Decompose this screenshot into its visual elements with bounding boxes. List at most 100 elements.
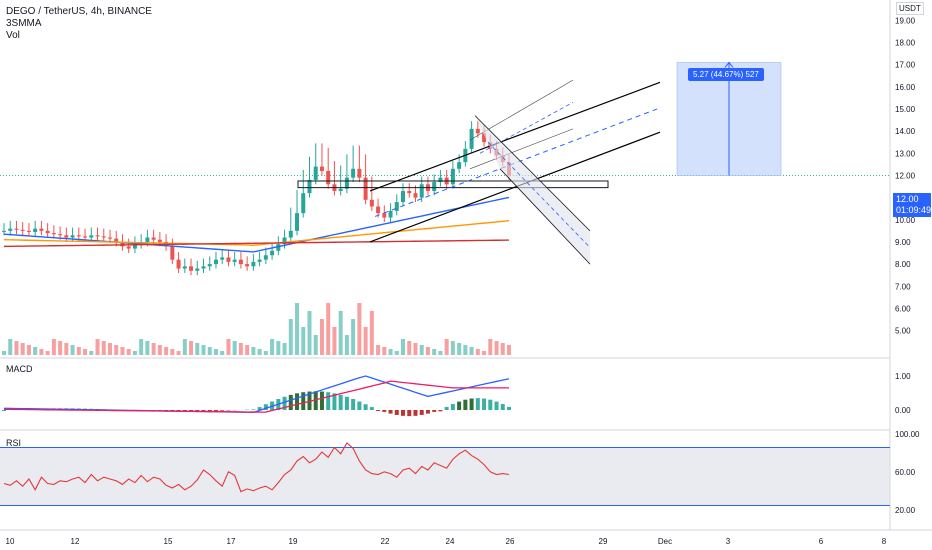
candle-body bbox=[413, 193, 418, 198]
candle-body bbox=[95, 235, 100, 237]
volume-bar bbox=[401, 339, 406, 355]
candle-body bbox=[457, 162, 462, 169]
volume-bar bbox=[132, 351, 137, 355]
descending-channel-bottom bbox=[499, 168, 591, 265]
macd-tick-label: 0.00 bbox=[895, 406, 911, 415]
indicator-3smma-label[interactable]: 3SMMA bbox=[6, 18, 42, 29]
macd-histogram-bar bbox=[363, 404, 368, 410]
volume-bar bbox=[157, 345, 162, 355]
volume-bar bbox=[295, 303, 300, 355]
volume-bar bbox=[207, 347, 212, 355]
macd-histogram-bar bbox=[213, 410, 218, 411]
candle-body bbox=[438, 177, 443, 183]
volume-bar bbox=[338, 311, 343, 355]
volume-bar bbox=[475, 349, 480, 355]
macd-histogram-bar bbox=[482, 398, 487, 410]
channel-lower bbox=[369, 131, 661, 243]
time-tick-label: 8 bbox=[882, 537, 887, 546]
candle-body bbox=[263, 255, 268, 260]
volume-bar bbox=[407, 341, 412, 355]
candle-body bbox=[351, 168, 356, 178]
candle-body bbox=[8, 228, 13, 231]
candle-body bbox=[213, 259, 218, 265]
macd-histogram-bar bbox=[494, 401, 499, 410]
volume-bar bbox=[326, 303, 331, 355]
macd-histogram-bar bbox=[425, 410, 430, 414]
candle-body bbox=[58, 234, 63, 236]
volume-bar bbox=[145, 341, 150, 355]
volume-bar bbox=[419, 345, 424, 355]
volume-bar bbox=[450, 341, 455, 355]
volume-bar bbox=[494, 341, 499, 355]
volume-bar bbox=[151, 343, 156, 355]
volume-bar bbox=[189, 341, 194, 355]
volume-bar bbox=[313, 335, 318, 355]
volume-bar bbox=[344, 335, 349, 355]
candle-body bbox=[338, 188, 343, 191]
candle-body bbox=[64, 235, 69, 238]
volume-bar bbox=[26, 345, 31, 355]
rsi-band-fill bbox=[0, 447, 890, 506]
time-tick-label: 12 bbox=[71, 537, 80, 546]
volume-bar bbox=[457, 343, 462, 355]
volume-bar bbox=[438, 351, 443, 355]
macd-histogram-bar bbox=[413, 410, 418, 416]
macd-title: MACD bbox=[6, 364, 33, 374]
signal-line bbox=[3, 380, 509, 413]
candle-body bbox=[313, 166, 318, 180]
candle-body bbox=[20, 229, 25, 231]
candle-body bbox=[450, 168, 455, 185]
volume-bar bbox=[388, 349, 393, 355]
volume-bar bbox=[45, 351, 50, 355]
symbol-legend[interactable]: DEGO / TetherUS, 4h, BINANCE 3SMMA Vol bbox=[6, 6, 152, 42]
candle-body bbox=[220, 257, 225, 260]
volume-bar bbox=[114, 345, 119, 355]
candle-body bbox=[132, 244, 137, 249]
volume-bar bbox=[444, 339, 449, 355]
candle-body bbox=[376, 206, 381, 214]
macd-histogram-bar bbox=[450, 404, 455, 410]
rsi-tick-label: 100.00 bbox=[895, 430, 920, 439]
rsi-title: RSI bbox=[6, 438, 22, 448]
time-tick-label: 17 bbox=[227, 537, 236, 546]
volume-bar bbox=[488, 339, 493, 355]
candle-body bbox=[301, 193, 306, 214]
price-tick-label: 6.00 bbox=[895, 304, 911, 313]
macd-histogram-bar bbox=[419, 410, 424, 415]
macd-histogram-bar bbox=[407, 410, 412, 417]
volume-bar bbox=[201, 345, 206, 355]
macd-histogram-bar bbox=[2, 410, 6, 411]
candle-body bbox=[151, 237, 156, 240]
candle-body bbox=[307, 179, 312, 194]
volume-bar bbox=[220, 351, 225, 355]
channel-upper bbox=[369, 81, 661, 192]
price-tick-label: 9.00 bbox=[895, 238, 911, 247]
macd-histogram-bar bbox=[500, 404, 505, 410]
volume-bar bbox=[182, 339, 187, 355]
candle-body bbox=[382, 213, 387, 218]
ma-blue-line bbox=[3, 196, 510, 253]
macd-histogram-bar bbox=[369, 407, 374, 410]
volume-bar bbox=[70, 345, 75, 355]
candle-body bbox=[238, 259, 243, 265]
price-tick-label: 13.00 bbox=[895, 149, 916, 158]
indicator-vol-label[interactable]: Vol bbox=[6, 30, 20, 41]
candle-body bbox=[89, 235, 94, 238]
candle-body bbox=[326, 171, 331, 185]
price-tick-label: 15.00 bbox=[895, 105, 916, 114]
candle-body bbox=[288, 230, 293, 238]
candle-body bbox=[245, 264, 250, 267]
volume-bar bbox=[58, 341, 63, 355]
currency-badge[interactable]: USDT bbox=[896, 2, 924, 15]
candle-body bbox=[475, 128, 480, 134]
volume-bar bbox=[376, 345, 381, 355]
macd-histogram-bar bbox=[207, 410, 212, 412]
volume-bar bbox=[425, 347, 430, 355]
macd-histogram-bar bbox=[351, 399, 356, 410]
volume-bar bbox=[351, 319, 356, 355]
candle-body bbox=[157, 239, 162, 242]
volume-bar bbox=[139, 339, 144, 355]
volume-bar bbox=[288, 319, 293, 355]
macd-histogram-bar bbox=[195, 410, 200, 412]
